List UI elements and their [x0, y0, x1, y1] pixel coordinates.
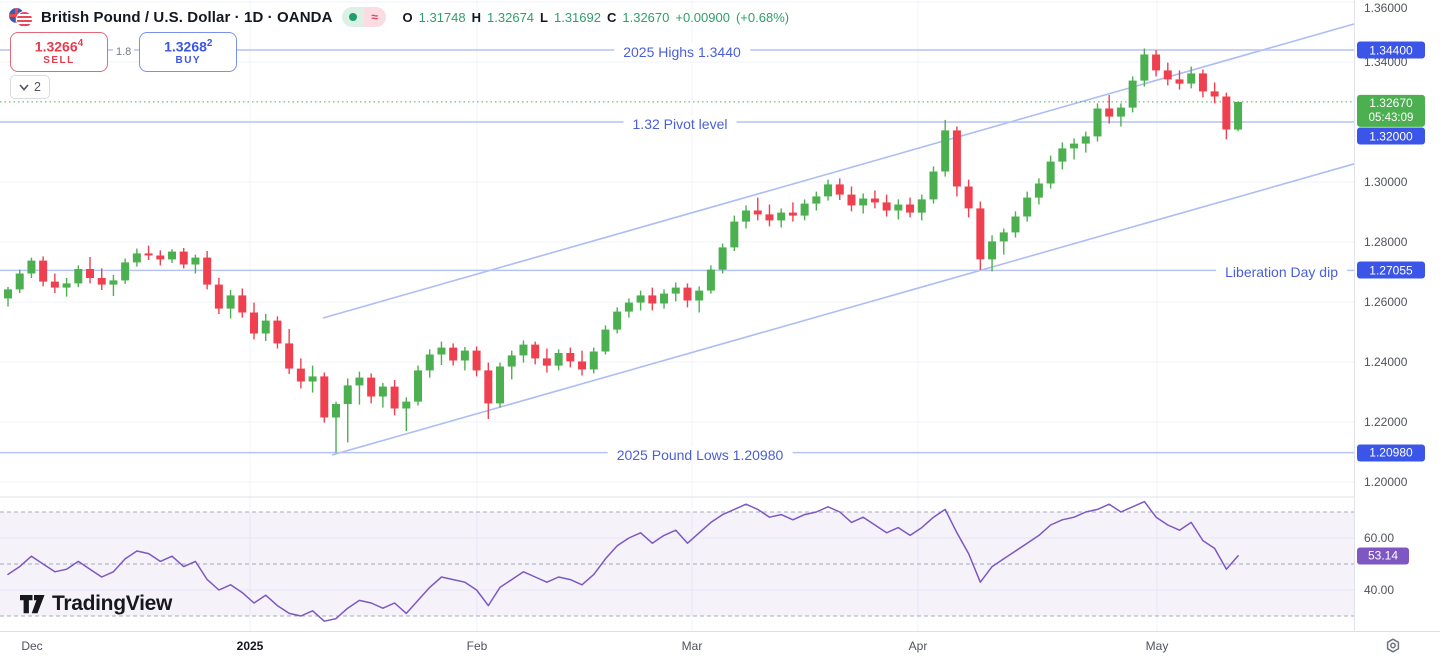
trade-buttons: 1.32664 SELL 1.8 1.32682 BUY [10, 32, 238, 72]
buy-price: 1.3268 [164, 38, 207, 55]
price-axis-label: 1.26000 [1364, 295, 1408, 309]
rsi-axis-label: 40.00 [1364, 583, 1395, 597]
rsi-value-badge: 53.14 [1357, 547, 1409, 565]
sell-button[interactable]: 1.32664 SELL [10, 32, 108, 72]
chart-canvas[interactable] [0, 0, 1440, 632]
price-axis-label: 1.20000 [1364, 475, 1408, 489]
time-axis-label: Feb [466, 639, 488, 653]
tradingview-wordmark: TradingView [52, 592, 173, 615]
change-value: +0.00900 [675, 9, 730, 25]
market-status-pill[interactable]: ≈ [341, 7, 386, 27]
time-axis-label: 2025 [236, 639, 264, 653]
sell-label: SELL [43, 55, 75, 67]
sell-price: 1.3266 [34, 38, 78, 55]
open-label: O [402, 9, 413, 25]
buy-label: BUY [175, 55, 202, 67]
high-value: 1.32674 [487, 9, 535, 25]
time-axis-label: Dec [21, 639, 43, 653]
annotation-liberation-day-dip[interactable]: Liberation Day dip [1216, 263, 1347, 281]
price-axis-label: 1.34000 [1364, 55, 1408, 69]
chart-pane: 2025 Highs 1.3440 1.32 Pivot level Liber… [0, 0, 1440, 632]
tradingview-mark-icon [20, 594, 45, 613]
quick-view-eye-icon[interactable] [1383, 636, 1403, 656]
collapse-count: 2 [34, 80, 41, 94]
buy-button[interactable]: 1.32682 BUY [139, 32, 238, 72]
low-label: L [540, 9, 548, 25]
price-axis-badge: 1.34400 [1357, 41, 1425, 59]
open-value: 1.31748 [418, 9, 466, 25]
change-percent: (+0.68%) [735, 9, 790, 25]
gbpusd-pair-flags-icon [8, 7, 33, 28]
price-axis-label: 1.22000 [1364, 415, 1408, 429]
us-flag-icon [16, 11, 33, 28]
annotation-2025-highs[interactable]: 2025 Highs 1.3440 [614, 43, 750, 61]
sell-price-pip: 4 [77, 37, 84, 49]
chevron-down-icon [19, 83, 29, 91]
annotation-2025-pound-lows[interactable]: 2025 Pound Lows 1.20980 [607, 446, 793, 464]
close-label: C [606, 9, 617, 25]
symbol-legend: British Pound / U.S. Dollar · 1D · OANDA… [8, 7, 790, 28]
ohlc-values: O 1.31748 H 1.32674 L 1.31692 C 1.32670 … [403, 10, 790, 25]
market-open-dot-icon [341, 7, 364, 27]
time-scale[interactable]: Dec 2025 Feb Mar Apr May [0, 631, 1440, 660]
time-axis-label: Apr [908, 639, 928, 653]
current-price-badge: 1.32670 05:43:09 [1357, 94, 1425, 128]
price-scale[interactable]: 1.36000 1.34000 1.30000 1.28000 1.26000 1.240… [1354, 0, 1440, 632]
spread-value: 1.8 [113, 46, 135, 58]
time-axis-label: Mar [681, 639, 703, 653]
price-axis-label: 1.24000 [1364, 355, 1408, 369]
symbol-title[interactable]: British Pound / U.S. Dollar · 1D · OANDA [41, 8, 333, 26]
object-tree-collapse-chip[interactable]: 2 [10, 75, 50, 99]
tradingview-logo[interactable]: TradingView [20, 592, 172, 616]
close-value: 1.32670 [622, 9, 670, 25]
price-axis-label: 1.28000 [1364, 235, 1408, 249]
rsi-axis-label: 60.00 [1364, 531, 1395, 545]
high-label: H [471, 9, 482, 25]
price-axis-badge: 1.20980 [1357, 444, 1425, 462]
price-axis-badge: 1.32000 [1357, 127, 1425, 145]
price-axis-badge: 1.27055 [1357, 261, 1425, 279]
price-axis-label: 1.36000 [1364, 1, 1408, 15]
time-axis-label: May [1145, 639, 1169, 653]
buy-price-pip: 2 [206, 37, 213, 49]
annotation-pivot-level[interactable]: 1.32 Pivot level [623, 115, 737, 133]
price-axis-label: 1.30000 [1364, 175, 1408, 189]
delayed-data-icon: ≈ [363, 7, 386, 27]
low-value: 1.31692 [553, 9, 601, 25]
